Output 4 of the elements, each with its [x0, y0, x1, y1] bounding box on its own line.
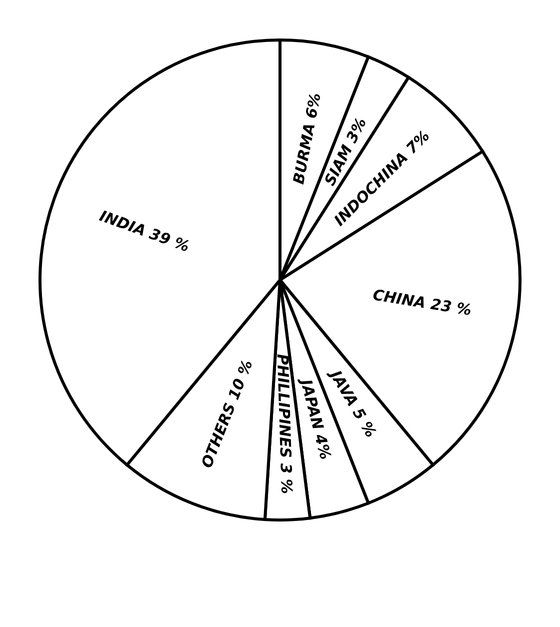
slice-label: PHILLIPINES 3 % [273, 354, 296, 494]
slice-label: BURMA 6% [289, 91, 324, 186]
slice-label: INDIA 39 % [97, 206, 192, 256]
slice-label: CHINA 23 % [372, 286, 473, 320]
